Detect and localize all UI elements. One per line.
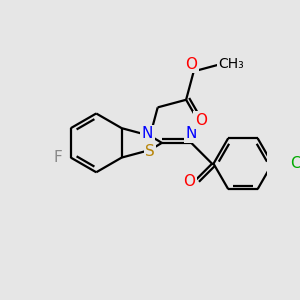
Text: S: S <box>145 144 155 159</box>
Text: O: O <box>183 174 195 189</box>
Text: F: F <box>54 150 63 165</box>
Text: O: O <box>185 57 197 72</box>
Text: O: O <box>195 113 207 128</box>
Text: CH₃: CH₃ <box>218 57 244 71</box>
Text: N: N <box>142 127 153 142</box>
Text: N: N <box>186 127 197 142</box>
Text: Cl: Cl <box>290 156 300 171</box>
